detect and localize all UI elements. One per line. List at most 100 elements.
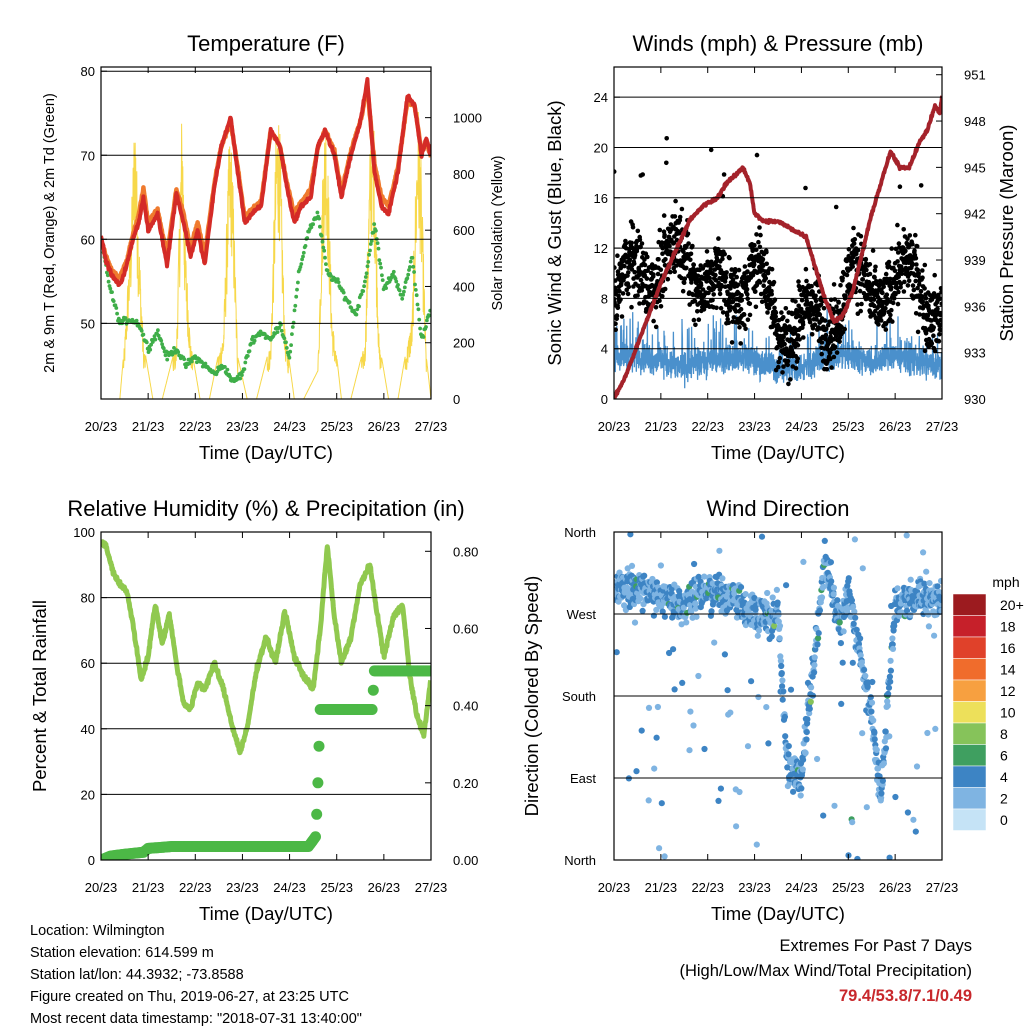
wind-direction-point <box>864 683 871 691</box>
wind-direction-point <box>870 717 877 724</box>
gust-point <box>776 324 781 330</box>
wind-direction-point <box>857 652 864 659</box>
wind-direction-point <box>659 608 666 615</box>
dewpoint-point <box>298 265 303 269</box>
dewpoint-point <box>367 252 371 257</box>
gust-point <box>862 272 867 278</box>
winds-ytick-label: 0 <box>601 392 608 407</box>
wind-direction-point <box>921 580 928 587</box>
wind-direction-point <box>807 698 814 705</box>
gust-point <box>733 309 739 314</box>
humidity-title: Relative Humidity (%) & Precipitation (i… <box>67 496 464 521</box>
extremes-subtitle: (High/Low/Max Wind/Total Precipitation) <box>679 962 972 980</box>
precip-point <box>367 684 379 696</box>
wind-direction-point <box>753 841 760 848</box>
gust-point <box>720 256 725 262</box>
wind-direction-point <box>748 678 755 685</box>
wind-direction-point <box>658 800 665 807</box>
dewpoint-point <box>243 360 248 365</box>
gust-point <box>766 293 771 299</box>
wind-direction-point <box>868 708 875 715</box>
dewpoint-point <box>240 373 244 377</box>
dewpoint-point <box>111 299 116 303</box>
dewpoint-point <box>106 279 111 284</box>
dewpoint-point <box>380 273 384 278</box>
dewpoint-point <box>114 306 119 310</box>
humidity-frame <box>100 531 432 861</box>
wind-direction-point <box>938 577 942 585</box>
wind-direction-point <box>885 690 892 698</box>
humidity-data <box>101 539 431 860</box>
gust-point <box>695 309 700 314</box>
wind-direction-point <box>838 700 845 708</box>
gust-point <box>711 292 716 297</box>
wind-direction-point <box>931 632 938 639</box>
dewpoint-point <box>309 225 314 230</box>
gust-point <box>938 286 942 291</box>
gust-point <box>632 269 637 275</box>
gust-point <box>823 332 829 338</box>
gust-point <box>883 327 889 332</box>
gust-point <box>836 300 841 305</box>
gust-point <box>708 266 714 272</box>
direction-ytick-label: East <box>570 771 596 786</box>
temperature-title: Temperature (F) <box>187 31 345 56</box>
gust-point <box>795 356 800 361</box>
wind-direction-point <box>878 794 885 802</box>
gust-point <box>938 310 942 316</box>
wind-direction-point <box>907 611 914 619</box>
gust-point <box>824 366 830 372</box>
dewpoint-point <box>412 270 416 274</box>
gust-point <box>896 241 902 246</box>
gust-point <box>906 278 912 284</box>
gust-point <box>761 283 766 289</box>
winds-xtick-label: 22/23 <box>691 419 724 434</box>
dewpoint-point <box>368 242 373 246</box>
gust-point <box>707 275 712 281</box>
winds-y2tick-label: 951 <box>964 68 986 83</box>
temperature-xtick-label: 26/23 <box>368 419 401 434</box>
gust-point <box>870 248 876 253</box>
gust-point <box>615 253 620 258</box>
gust-point <box>898 281 904 287</box>
wind-direction-point <box>861 666 868 673</box>
temperature-ytick-label: 60 <box>81 232 95 247</box>
wind-direction-point <box>653 606 660 614</box>
gust-point <box>819 351 824 357</box>
gust-point <box>895 259 900 264</box>
dewpoint-point <box>301 250 306 255</box>
wind-direction-point <box>717 785 725 792</box>
dewpoint-point <box>413 288 418 292</box>
wind-direction-point <box>803 729 810 736</box>
gust-point <box>618 281 624 286</box>
gust-point <box>910 241 915 247</box>
gust-point <box>664 160 669 166</box>
gust-point <box>825 322 831 328</box>
gust-point <box>800 322 806 327</box>
gust-point <box>651 272 656 277</box>
gust-point <box>936 338 942 344</box>
gust-point <box>860 277 866 282</box>
gust-point <box>880 290 885 296</box>
dewpoint-point <box>415 302 420 307</box>
gust-point <box>881 284 886 290</box>
wind-direction-point <box>854 855 861 860</box>
gust-point <box>777 355 783 361</box>
gust-point <box>769 266 775 272</box>
wind-direction-point <box>773 586 781 594</box>
wind-direction-point <box>924 729 931 737</box>
gust-point <box>657 298 662 304</box>
dewpoint-point <box>362 284 366 289</box>
gust-point <box>797 337 802 342</box>
dewpoint-point <box>320 239 325 244</box>
wind-direction-point <box>776 635 783 642</box>
gust-point <box>922 286 927 291</box>
gust-point <box>776 359 781 365</box>
speed-legend-label: 4 <box>1000 769 1008 785</box>
dewpoint-point <box>303 244 308 248</box>
dewpoint-point <box>123 316 128 320</box>
gust-point <box>630 224 636 230</box>
wind-direction-point <box>849 819 856 826</box>
gust-point <box>766 285 772 290</box>
